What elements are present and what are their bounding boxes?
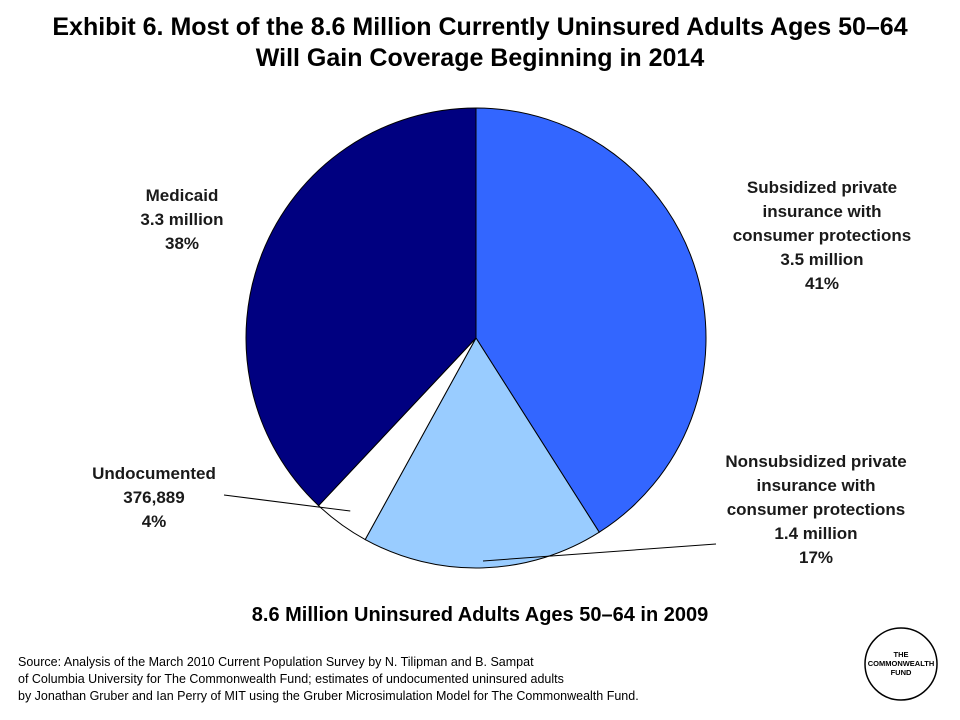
pie-slice-medicaid xyxy=(245,107,477,507)
slice-label-medicaid: Medicaid 3.3 million 38% xyxy=(112,184,252,256)
slice-label-subsidized-percent: 41% xyxy=(804,274,840,293)
slice-label-subsidized-line-2: insurance with xyxy=(762,202,882,221)
source-note-line-2: of Columbia University for The Commonwea… xyxy=(18,672,564,686)
slice-label-nonsubsidized-line-1: Nonsubsidized private xyxy=(725,452,907,471)
chart-title-line-1: Exhibit 6. Most of the 8.6 Million Curre… xyxy=(52,13,908,41)
slice-label-subsidized-line-3: consumer protections xyxy=(732,226,912,245)
source-note-line-1: Source: Analysis of the March 2010 Curre… xyxy=(18,655,534,669)
slice-label-undocumented-amount: 376,889 xyxy=(123,488,185,507)
source-note: Source: Analysis of the March 2010 Curre… xyxy=(18,654,639,705)
slice-label-medicaid-percent: 38% xyxy=(164,234,200,253)
slice-label-subsidized-line-1: Subsidized private xyxy=(746,178,898,197)
slice-label-medicaid-line-1: Medicaid xyxy=(145,186,219,205)
logo-text: THE COMMONWEALTH FUND xyxy=(862,650,940,677)
chart-title: Exhibit 6. Most of the 8.6 Million Curre… xyxy=(0,12,960,74)
logo-seal-icon xyxy=(864,627,938,701)
chart-subtitle: 8.6 Million Uninsured Adults Ages 50–64 … xyxy=(251,604,709,626)
leader-line-nonsubsidized xyxy=(482,543,717,562)
commonwealth-fund-logo: THE COMMONWEALTH FUND xyxy=(862,614,940,714)
slice-label-undocumented: Undocumented 376,889 4% xyxy=(84,462,224,534)
logo-line-2: COMMONWEALTH xyxy=(867,659,935,668)
slice-label-subsidized: Subsidized private insurance with consum… xyxy=(702,176,942,296)
slice-label-nonsubsidized-amount: 1.4 million xyxy=(774,524,858,543)
logo-line-1: THE xyxy=(893,650,909,659)
slice-label-subsidized-amount: 3.5 million xyxy=(780,250,864,269)
slice-label-undocumented-line-1: Undocumented xyxy=(92,464,216,483)
slice-label-nonsubsidized: Nonsubsidized private insurance with con… xyxy=(686,450,946,570)
slice-label-medicaid-amount: 3.3 million xyxy=(140,210,224,229)
slice-label-nonsubsidized-line-3: consumer protections xyxy=(726,500,906,519)
pie-slice-subsidized xyxy=(475,107,707,533)
source-note-line-3: by Jonathan Gruber and Ian Perry of MIT … xyxy=(18,689,639,703)
chart-title-line-2: Will Gain Coverage Beginning in 2014 xyxy=(255,44,705,72)
logo-line-3: FUND xyxy=(890,668,912,677)
pie-slice-nonsubsidized xyxy=(364,337,600,569)
leader-line-undocumented xyxy=(223,494,351,512)
slice-label-nonsubsidized-percent: 17% xyxy=(798,548,834,567)
slice-label-undocumented-percent: 4% xyxy=(141,512,167,531)
slice-label-nonsubsidized-line-2: insurance with xyxy=(756,476,876,495)
